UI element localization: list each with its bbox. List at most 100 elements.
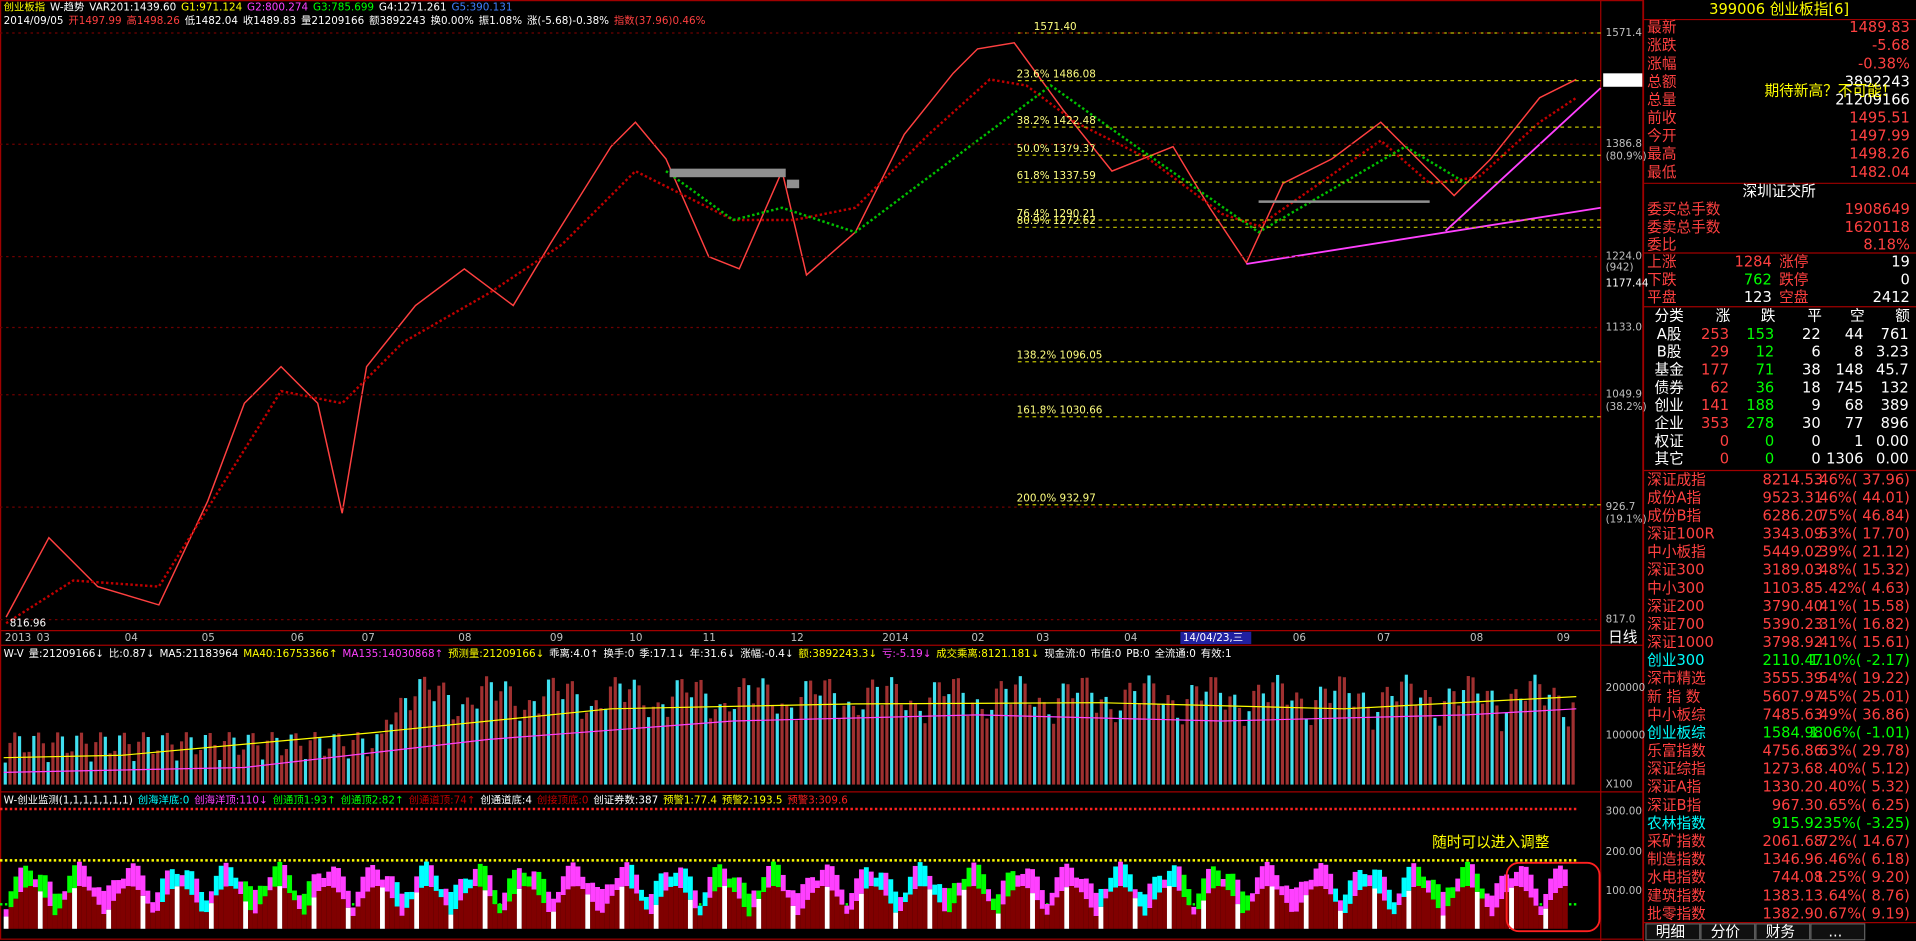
indicator-decoration bbox=[516, 888, 522, 929]
index-change: .35%( -3.25) bbox=[1819, 815, 1910, 832]
volume-bar-decoration bbox=[1461, 690, 1466, 785]
indicator-decoration bbox=[746, 916, 752, 929]
indicator-decoration bbox=[819, 869, 825, 887]
indicator-decoration bbox=[311, 874, 317, 898]
indicator-decoration bbox=[516, 868, 522, 889]
tab[interactable]: ... bbox=[1828, 923, 1842, 940]
indicator-decoration bbox=[1049, 892, 1055, 906]
indicator-decoration bbox=[761, 892, 767, 929]
index-price: 744.08 bbox=[1772, 869, 1823, 886]
breadth-label: 跌停 bbox=[1779, 271, 1808, 288]
volume-bar-decoration bbox=[1161, 703, 1165, 785]
indicator-decoration bbox=[477, 863, 483, 887]
volume-bar-decoration bbox=[1480, 703, 1485, 785]
volume-bar-decoration bbox=[1042, 702, 1046, 785]
indicator-decoration bbox=[1166, 870, 1172, 887]
indicator-decoration bbox=[1054, 877, 1060, 898]
indicator-decoration bbox=[1049, 905, 1055, 929]
indicator-decoration bbox=[32, 887, 38, 929]
volume-bar-decoration bbox=[1276, 674, 1280, 785]
tab[interactable]: 明细 bbox=[1656, 923, 1685, 940]
volume-bar-decoration bbox=[742, 678, 746, 785]
volume-bar-decoration bbox=[952, 679, 956, 785]
indicator-decoration bbox=[135, 889, 141, 929]
indicator-decoration bbox=[316, 891, 322, 929]
indicator-decoration bbox=[1391, 914, 1397, 929]
indicator-decoration bbox=[780, 891, 786, 929]
volume-bar-decoration bbox=[94, 742, 98, 785]
indicator-decoration bbox=[443, 905, 449, 929]
indicator-decoration bbox=[678, 867, 684, 889]
volume-bar-decoration bbox=[27, 751, 31, 785]
header-item: 涨幅:-0.4↓ bbox=[740, 647, 793, 660]
volume-bar-decoration bbox=[118, 735, 122, 785]
header-item: 额3892243 bbox=[369, 14, 426, 27]
indicator-decoration bbox=[942, 911, 948, 929]
indicator-decoration bbox=[184, 889, 190, 929]
tab[interactable]: 分价 bbox=[1711, 923, 1741, 940]
indicator-decoration bbox=[13, 876, 19, 899]
table-cell: 44 bbox=[1845, 326, 1864, 343]
indicator-decoration bbox=[1469, 864, 1475, 888]
volume-bar-decoration bbox=[194, 754, 198, 785]
header-item: 成交乘离:8121.181↓ bbox=[936, 647, 1039, 660]
indicator-decoration bbox=[707, 876, 713, 898]
indicator-decoration bbox=[448, 914, 454, 929]
price-axis-label: 926.7 bbox=[1606, 501, 1636, 513]
volume-bar-decoration bbox=[932, 682, 937, 785]
volume-bar-decoration bbox=[1090, 692, 1094, 785]
volume-bar-decoration bbox=[308, 740, 312, 785]
indicator-decoration bbox=[164, 894, 170, 929]
tab[interactable]: 财务 bbox=[1766, 923, 1796, 940]
quote-label: 总额 bbox=[1647, 73, 1677, 90]
indicator-decoration bbox=[282, 888, 288, 929]
indicator-decoration bbox=[692, 908, 698, 929]
indicator-decoration bbox=[52, 915, 58, 929]
indicator-annotation: 随时可以进入调整 bbox=[1432, 834, 1550, 851]
volume-bar-decoration bbox=[1266, 702, 1270, 785]
indicator-decoration bbox=[28, 886, 33, 929]
indicator-decoration bbox=[91, 887, 97, 897]
tab-bg[interactable] bbox=[1755, 923, 1811, 941]
indicator-decoration bbox=[384, 891, 390, 929]
indicator-decoration bbox=[1127, 891, 1133, 929]
volume-bar-decoration bbox=[1509, 693, 1513, 785]
indicator-decoration bbox=[1318, 886, 1324, 929]
tab-bg[interactable] bbox=[1645, 923, 1701, 941]
index-change: .46%( 6.18) bbox=[1824, 851, 1910, 868]
volume-bar-decoration bbox=[980, 708, 984, 785]
index-price: 3343.09 bbox=[1763, 526, 1824, 543]
volume-bar-decoration bbox=[280, 755, 284, 785]
date-label: 09 bbox=[550, 632, 563, 644]
indicator-decoration bbox=[859, 869, 864, 894]
volume-bar-decoration bbox=[199, 749, 203, 785]
indicator-decoration bbox=[1162, 879, 1167, 888]
indicator-decoration bbox=[1509, 878, 1514, 888]
table-cell: 68 bbox=[1845, 397, 1864, 414]
tab-bg[interactable] bbox=[1810, 923, 1866, 941]
indicator-decoration bbox=[971, 862, 977, 887]
indicator-decoration bbox=[507, 901, 512, 929]
volume-bar-decoration bbox=[208, 733, 212, 785]
indicator-decoration bbox=[487, 875, 493, 897]
volume-bar-decoration bbox=[1566, 726, 1570, 785]
volume-bar-decoration bbox=[818, 695, 822, 785]
indicator-decoration bbox=[1064, 887, 1070, 929]
table-cell: 38 bbox=[1802, 362, 1821, 379]
indicator-decoration bbox=[639, 889, 644, 901]
indicator-decoration bbox=[692, 890, 698, 909]
volume-bar-decoration bbox=[1004, 688, 1008, 785]
indicator-decoration bbox=[1259, 866, 1265, 889]
indicator-decoration bbox=[1499, 899, 1505, 929]
indicator-decoration bbox=[1303, 895, 1309, 929]
tab-bg[interactable] bbox=[1700, 923, 1756, 941]
volume-bar-decoration bbox=[122, 732, 126, 785]
indicator-decoration bbox=[428, 887, 434, 929]
indicator-decoration bbox=[140, 875, 146, 896]
volume-bar-decoration bbox=[1047, 714, 1051, 785]
header-item: 比:0.87↓ bbox=[109, 647, 155, 660]
indicator-decoration bbox=[228, 886, 234, 929]
volume-bar-decoration bbox=[103, 736, 107, 785]
volume-bar-decoration bbox=[1323, 688, 1327, 785]
index-change: .46%( 44.01) bbox=[1815, 489, 1910, 506]
